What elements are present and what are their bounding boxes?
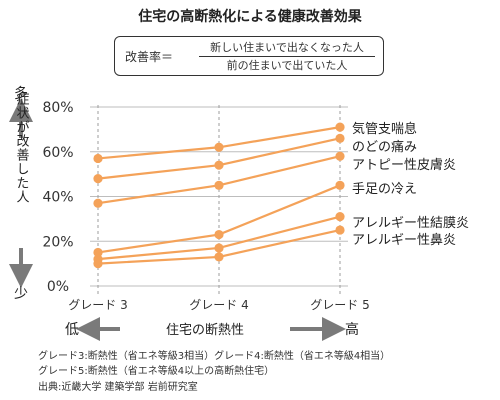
- x-axis-right-label: 高: [345, 321, 359, 338]
- data-point: [214, 252, 224, 262]
- y-tick-label: 60%: [42, 145, 73, 161]
- x-tick-label: グレード 4: [189, 298, 248, 312]
- formula-numerator: 新しい住まいで出なくなった人: [210, 41, 364, 54]
- y-tick-label: 40%: [42, 190, 73, 206]
- y-axis-label: 症状が改善した人: [14, 92, 30, 204]
- x-tick-label: グレード 5: [310, 298, 369, 312]
- data-point: [214, 243, 224, 253]
- data-point: [93, 259, 103, 269]
- improvement-rate-formula: 改善率＝ 新しい住まいで出なくなった人 前の住まいで出ていた人: [114, 36, 384, 76]
- x-axis-label: 住宅の断熱性: [166, 323, 244, 338]
- chart-title: 住宅の高断熱化による健康改善効果: [138, 9, 362, 25]
- formula-label: 改善率＝: [125, 50, 174, 64]
- data-point: [335, 122, 345, 132]
- series-label: アレルギー性鼻炎: [352, 232, 456, 248]
- footnote-grades-3-4: グレード3:断熱性（省エネ等級3相当）グレード4:断熱性（省エネ等級4相当）: [38, 351, 391, 362]
- formula-denominator: 前の住まいで出ていた人: [226, 59, 348, 72]
- fraction-bar: [199, 56, 375, 57]
- x-axis-left-label: 低: [65, 322, 79, 338]
- data-point: [93, 174, 103, 184]
- data-point: [93, 198, 103, 208]
- data-point: [214, 160, 224, 170]
- series-label: 手足の冷え: [352, 182, 417, 197]
- data-point: [335, 225, 345, 235]
- data-point: [335, 133, 345, 143]
- y-tick-label: 20%: [42, 234, 73, 250]
- y-tick-label: 80%: [42, 100, 73, 116]
- data-point: [93, 247, 103, 258]
- y-axis-bottom-label: 少: [14, 286, 28, 302]
- series-label: アレルギー性結膜炎: [352, 216, 469, 231]
- series-label: アトピー性皮膚炎: [352, 157, 456, 173]
- footnote-grade-5: グレード5:断熱性（省エネ等級4以上の高断熱住宅）: [38, 366, 275, 377]
- formula-fraction: 新しい住まいで出なくなった人 前の住まいで出ていた人: [199, 40, 375, 73]
- data-point: [335, 151, 345, 161]
- data-point: [214, 142, 224, 152]
- series-label: 気管支喘息: [352, 121, 417, 137]
- y-axis-top-label: 多: [14, 85, 28, 102]
- data-point: [214, 229, 224, 240]
- series-label: のどの痛み: [352, 139, 417, 155]
- y-tick-label: 0%: [47, 279, 69, 295]
- data-point: [335, 180, 345, 190]
- data-point: [214, 180, 224, 190]
- footnote-source: 出典:近畿大学 建築学部 岩前研究室: [38, 382, 198, 393]
- data-point: [335, 212, 345, 222]
- data-point: [93, 153, 103, 164]
- x-tick-label: グレード 3: [68, 298, 127, 312]
